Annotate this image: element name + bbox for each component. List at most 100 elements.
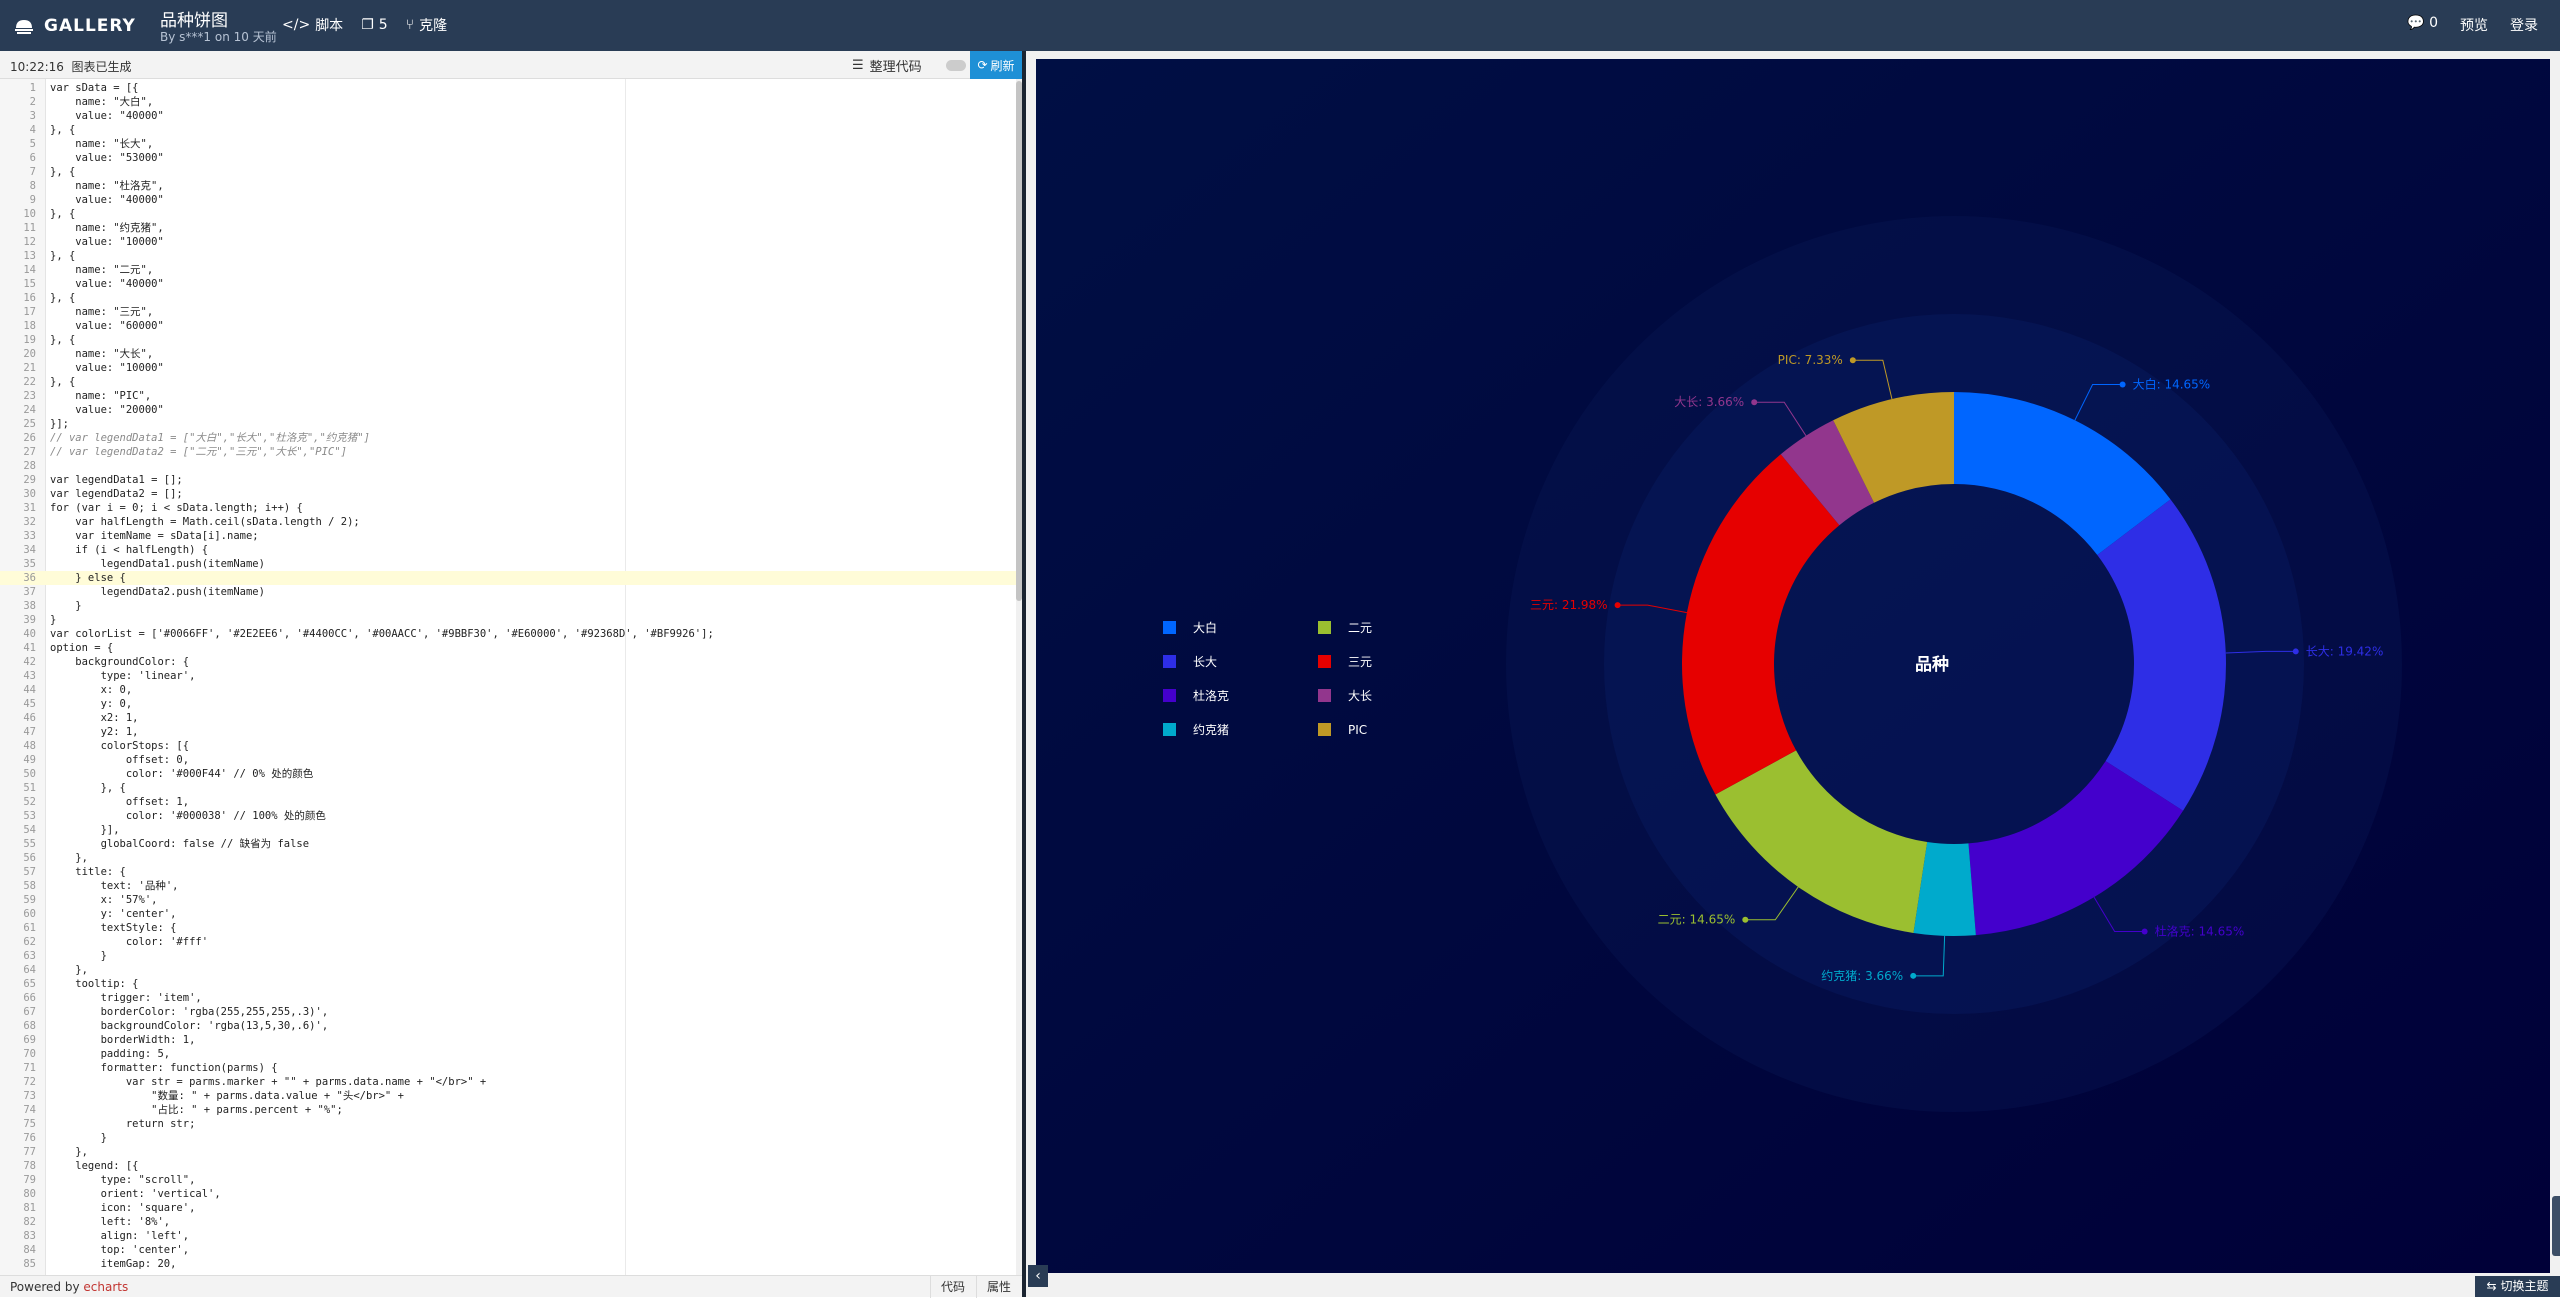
code-line[interactable]: 68 backgroundColor: 'rgba(13,5,30,.6)', (0, 1019, 1016, 1033)
code-line[interactable]: 41 option = { (0, 641, 1016, 655)
code-line[interactable]: 62 color: '#fff' (0, 935, 1016, 949)
code-line[interactable]: 48 colorStops: [{ (0, 739, 1016, 753)
pie-slice[interactable] (2097, 499, 2226, 811)
code-line[interactable]: 30 var legendData2 = []; (0, 487, 1016, 501)
legend-item[interactable]: 杜洛克 (1163, 688, 1229, 703)
echarts-link[interactable]: echarts (83, 1280, 129, 1294)
code-line[interactable]: 29 var legendData1 = []; (0, 473, 1016, 487)
code-line[interactable]: 33 var itemName = sData[i].name; (0, 529, 1016, 543)
code-line[interactable]: 76 } (0, 1131, 1016, 1145)
comments-button[interactable]: 💬 0 (2407, 15, 2438, 35)
code-line[interactable]: 26 // var legendData1 = ["大白","长大","杜洛克",… (0, 431, 1016, 445)
code-line[interactable]: 32 var halfLength = Math.ceil(sData.leng… (0, 515, 1016, 529)
legend-item[interactable]: 约克猪 (1163, 722, 1229, 737)
code-line[interactable]: 3 value: "40000" (0, 109, 1016, 123)
code-line[interactable]: 21 value: "10000" (0, 361, 1016, 375)
code-line[interactable]: 83 align: 'left', (0, 1229, 1016, 1243)
tab-code[interactable]: 代码 (930, 1276, 975, 1298)
code-line[interactable]: 12 value: "10000" (0, 235, 1016, 249)
scroll-thumb[interactable] (1016, 81, 1022, 601)
code-line[interactable]: 60 y: 'center', (0, 907, 1016, 921)
pie-slice[interactable] (1780, 420, 1875, 526)
code-line[interactable]: 18 value: "60000" (0, 319, 1016, 333)
code-line[interactable]: 72 var str = parms.marker + "" + parms.d… (0, 1075, 1016, 1089)
code-line[interactable]: 61 textStyle: { (0, 921, 1016, 935)
script-button[interactable]: </> 脚本 (282, 15, 343, 35)
code-line[interactable]: 25}]; (0, 417, 1016, 431)
switch-theme-button[interactable]: ⇆ 切换主题 (2475, 1276, 2560, 1297)
code-line[interactable]: 45 y: 0, (0, 697, 1016, 711)
code-line[interactable]: 46 x2: 1, (0, 711, 1016, 725)
code-line[interactable]: 66 trigger: 'item', (0, 991, 1016, 1005)
code-line[interactable]: 69 borderWidth: 1, (0, 1033, 1016, 1047)
legend-item[interactable]: 大白 (1163, 620, 1217, 635)
code-line[interactable]: 22}, { (0, 375, 1016, 389)
code-line[interactable]: 65 tooltip: { (0, 977, 1016, 991)
code-line[interactable]: 49 offset: 0, (0, 753, 1016, 767)
code-line[interactable]: 16}, { (0, 291, 1016, 305)
code-line[interactable]: 44 x: 0, (0, 683, 1016, 697)
code-line[interactable]: 81 icon: 'square', (0, 1201, 1016, 1215)
legend-item[interactable]: 三元 (1318, 655, 1372, 669)
code-line[interactable]: 78 legend: [{ (0, 1159, 1016, 1173)
code-line[interactable]: 64 }, (0, 963, 1016, 977)
pie-slice[interactable] (1715, 750, 1928, 933)
code-line[interactable]: 34 if (i < halfLength) { (0, 543, 1016, 557)
code-line[interactable]: 67 borderColor: 'rgba(255,255,255,.3)', (0, 1005, 1016, 1019)
code-line[interactable]: 56 }, (0, 851, 1016, 865)
code-line[interactable]: 5 name: "长大", (0, 137, 1016, 151)
code-line[interactable]: 11 name: "约克猪", (0, 221, 1016, 235)
code-line[interactable]: 51 }, { (0, 781, 1016, 795)
code-line[interactable]: 10}, { (0, 207, 1016, 221)
auto-run-toggle[interactable] (946, 60, 966, 71)
code-line[interactable]: 15 value: "40000" (0, 277, 1016, 291)
code-line[interactable]: 85 itemGap: 20, (0, 1257, 1016, 1271)
legend-item[interactable]: 长大 (1163, 655, 1217, 669)
pie-chart[interactable]: 大白: 14.65% 长大: 19.42% 杜洛克: 14.65% 约克猪: 3.66… (1036, 59, 2550, 1273)
code-line[interactable]: 63 } (0, 949, 1016, 963)
code-line[interactable]: 80 orient: 'vertical', (0, 1187, 1016, 1201)
code-line[interactable]: 17 name: "三元", (0, 305, 1016, 319)
code-line[interactable]: 84 top: 'center', (0, 1243, 1016, 1257)
code-line[interactable]: 47 y2: 1, (0, 725, 1016, 739)
code-line[interactable]: 55 globalCoord: false // 缺省为 false (0, 837, 1016, 851)
code-line[interactable]: 54 }], (0, 823, 1016, 837)
code-line[interactable]: 13}, { (0, 249, 1016, 263)
code-line[interactable]: 31 for (var i = 0; i < sData.length; i++)… (0, 501, 1016, 515)
code-line[interactable]: 77 }, (0, 1145, 1016, 1159)
code-line[interactable]: 42 backgroundColor: { (0, 655, 1016, 669)
code-line[interactable]: 70 padding: 5, (0, 1047, 1016, 1061)
code-line[interactable]: 59 x: '57%', (0, 893, 1016, 907)
format-code-button[interactable]: ☰ 整理代码 (852, 56, 922, 75)
code-line[interactable]: 8 name: "杜洛克", (0, 179, 1016, 193)
code-line[interactable]: 37 legendData2.push(itemName) (0, 585, 1016, 599)
legend-item[interactable]: PIC (1318, 723, 1367, 737)
code-line[interactable]: 38 } (0, 599, 1016, 613)
legend-item[interactable]: 大长 (1318, 689, 1372, 703)
code-line[interactable]: 23 name: "PIC", (0, 389, 1016, 403)
collapse-button[interactable]: ‹ (1028, 1265, 1048, 1287)
code-line[interactable]: 71 formatter: function(parms) { (0, 1061, 1016, 1075)
legend-item[interactable]: 二元 (1318, 621, 1372, 635)
code-line[interactable]: 79 type: "scroll", (0, 1173, 1016, 1187)
pie-slice[interactable] (1954, 392, 2171, 556)
code-line[interactable]: 40 var colorList = ['#0066FF', '#2E2EE6',… (0, 627, 1016, 641)
code-line[interactable]: 7}, { (0, 165, 1016, 179)
clone-button[interactable]: ⑂ 克隆 (406, 15, 447, 35)
code-line[interactable]: 39} (0, 613, 1016, 627)
code-line[interactable]: 6 value: "53000" (0, 151, 1016, 165)
code-line[interactable]: 82 left: '8%', (0, 1215, 1016, 1229)
code-line[interactable]: 75 return str; (0, 1117, 1016, 1131)
code-line[interactable]: 50 color: '#000F44' // 0% 处的颜色 (0, 767, 1016, 781)
pie-slice[interactable] (1833, 392, 1954, 503)
code-line[interactable]: 53 color: '#000038' // 100% 处的颜色 (0, 809, 1016, 823)
code-line[interactable]: 28 (0, 459, 1016, 473)
code-line[interactable]: 9 value: "40000" (0, 193, 1016, 207)
code-line[interactable]: 74 "占比: " + parms.percent + "%"; (0, 1103, 1016, 1117)
code-line[interactable]: 73 "数量: " + parms.data.value + "头</br>" … (0, 1089, 1016, 1103)
tab-properties[interactable]: 属性 (976, 1276, 1021, 1298)
pie-slice[interactable] (1682, 454, 1840, 795)
code-line[interactable]: 1 var sData = [{ (0, 81, 1016, 95)
code-editor[interactable]: 1 var sData = [{2 name: "大白", 3 value: "40… (0, 79, 1016, 1275)
code-line[interactable]: 52 offset: 1, (0, 795, 1016, 809)
